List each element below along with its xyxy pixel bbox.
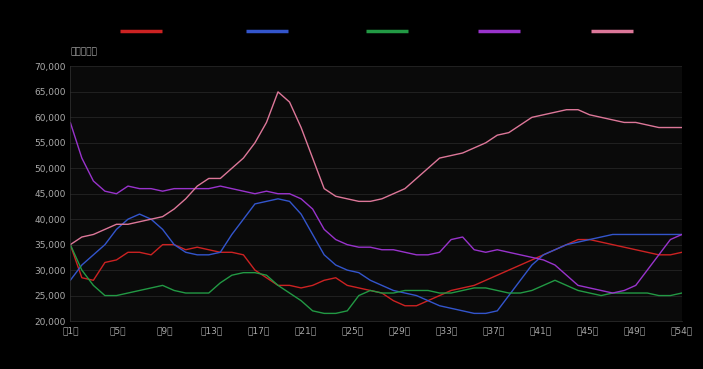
- Text: 单位：千辆: 单位：千辆: [70, 47, 97, 56]
